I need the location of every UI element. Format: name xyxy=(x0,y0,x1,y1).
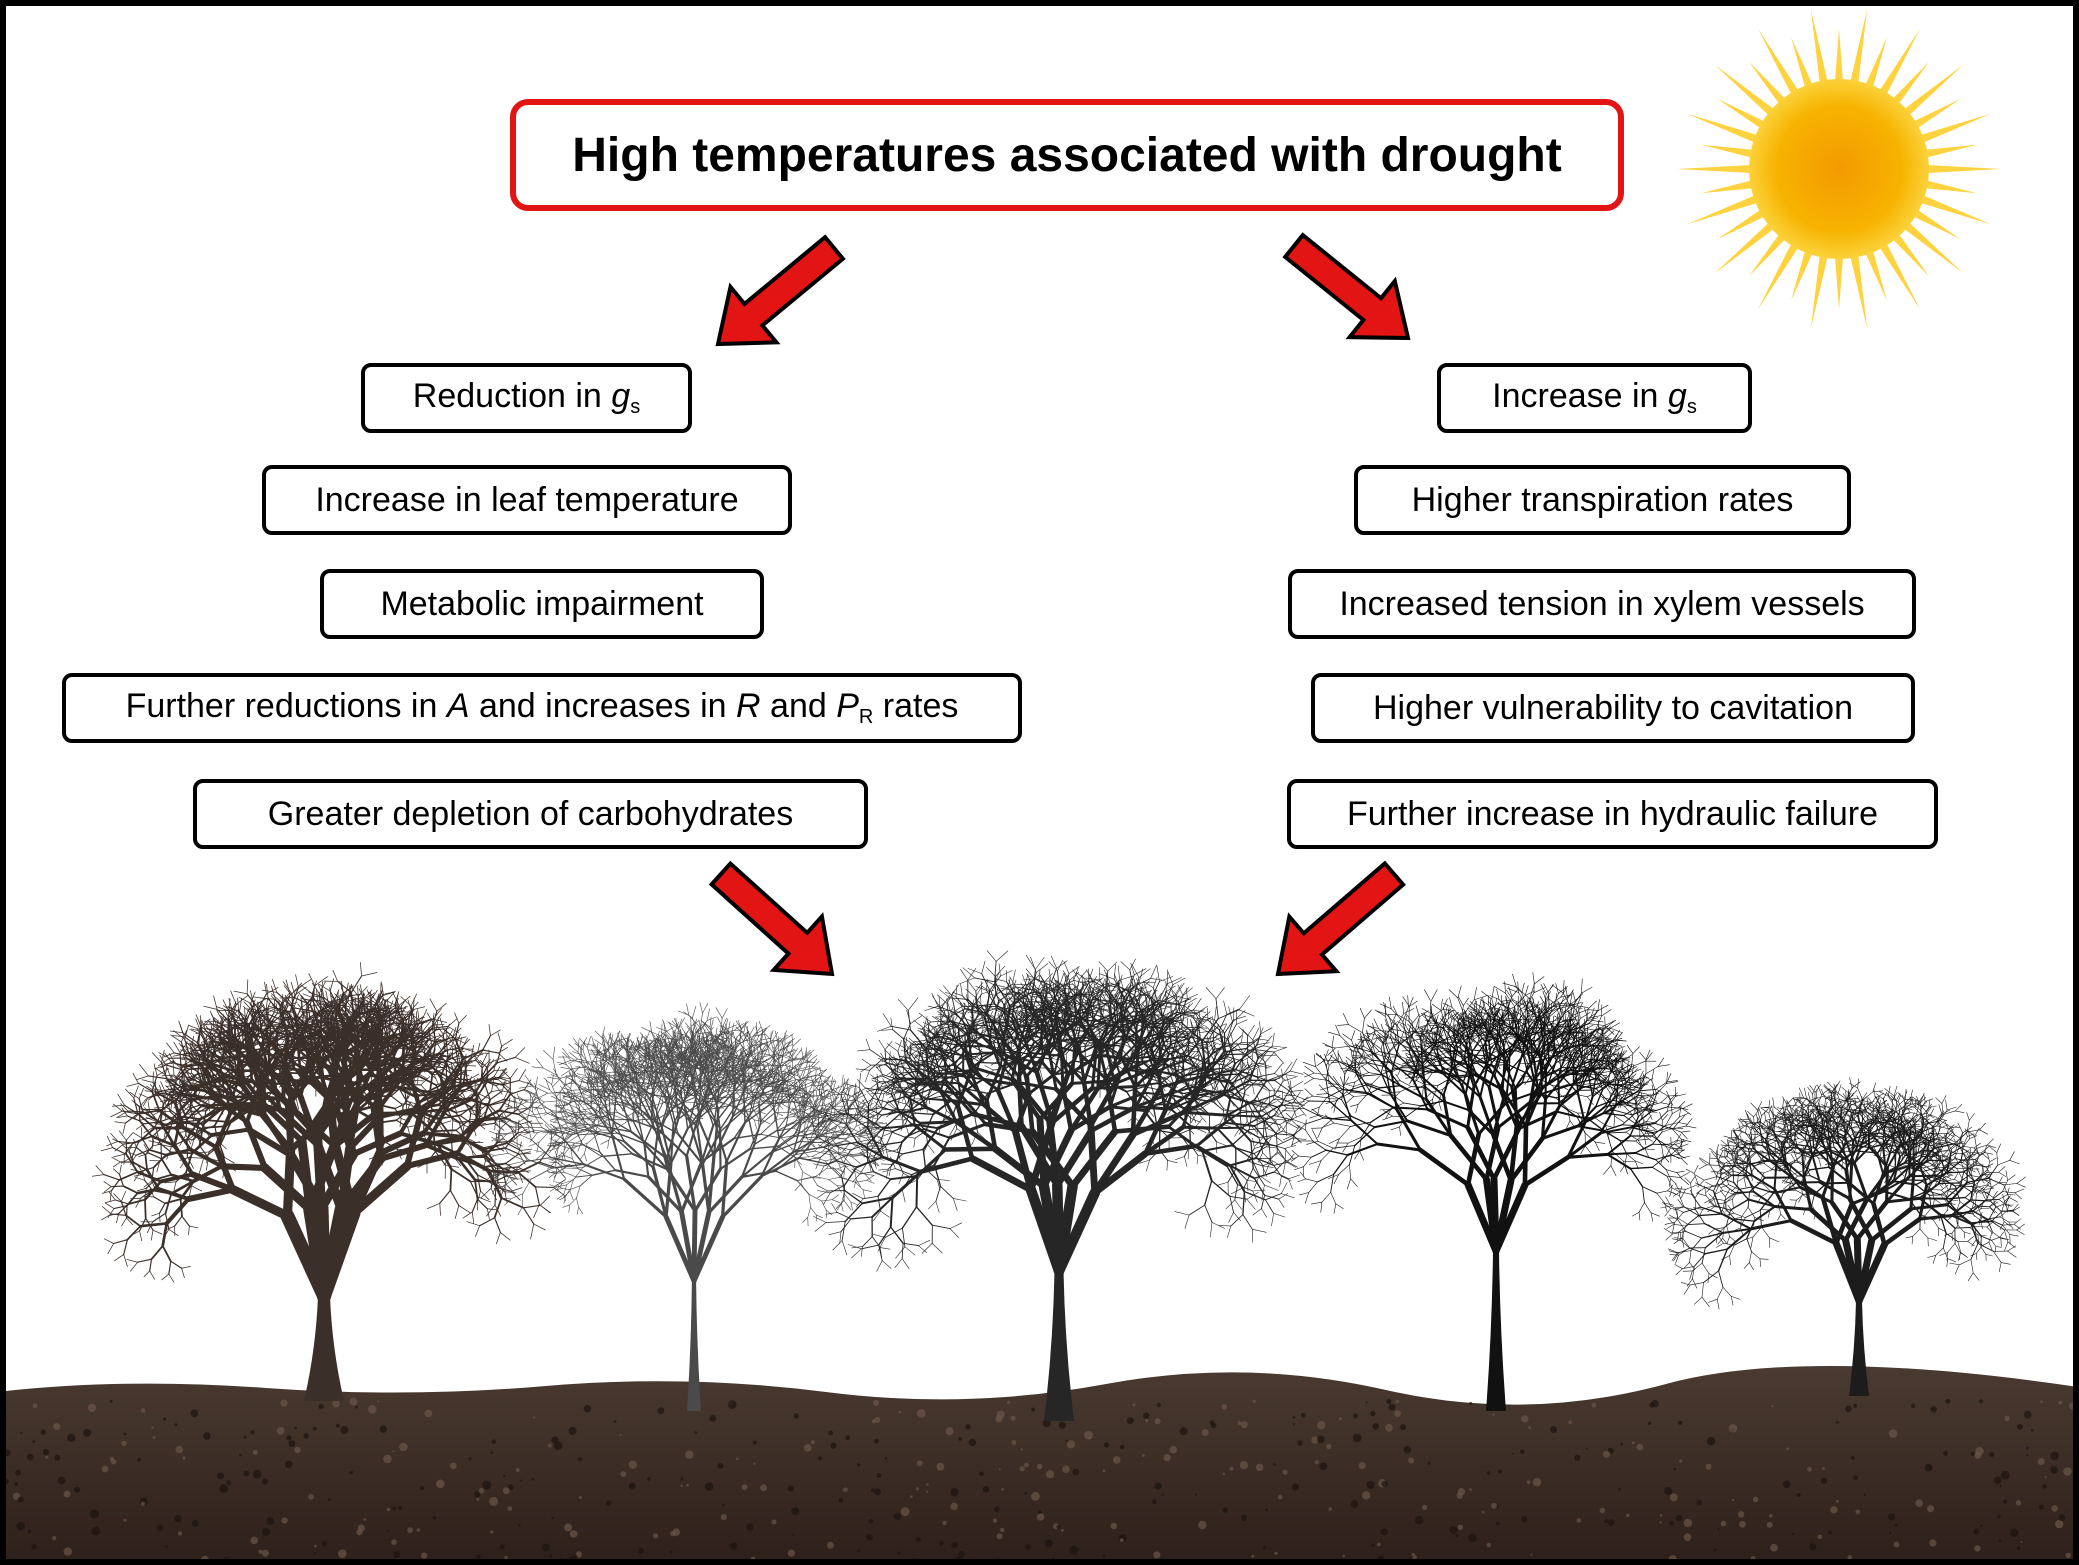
sun-ray xyxy=(1749,232,1787,277)
soil-ground xyxy=(6,1365,2073,1559)
arrow-down-left-top xyxy=(715,234,846,347)
sun-ray xyxy=(1810,9,1829,86)
sun-ray xyxy=(1902,64,1964,117)
sun-ray xyxy=(1758,241,1800,310)
sun-ray xyxy=(1902,221,1964,274)
tree-trunk xyxy=(1849,1301,1869,1396)
sun-ray xyxy=(1686,113,1760,144)
left-box-5: Greater depletion of carbohydrates xyxy=(193,779,868,849)
sun-ray xyxy=(1911,99,1961,130)
right-box-4: Higher vulnerability to cavitation xyxy=(1311,673,1915,743)
sun-ray xyxy=(1922,179,1977,194)
arrow-down-right-top xyxy=(1282,232,1411,341)
left-box-1-text: Reduction in gs xyxy=(412,377,641,418)
left-box-2-text: Increase in leaf temperature xyxy=(315,480,739,519)
sun-ray xyxy=(1924,164,2001,174)
left-box-1: Reduction in gs xyxy=(361,363,692,433)
arrow-down-left-bottom xyxy=(1275,860,1406,977)
sun-ray xyxy=(1834,29,1844,84)
left-box-3: Metabolic impairment xyxy=(320,569,764,639)
sun-ray xyxy=(1714,221,1776,274)
bare-tree-5 xyxy=(1660,1077,2026,1396)
sun-ray xyxy=(1864,37,1887,90)
sun-ray xyxy=(1918,113,1992,144)
right-box-1-text: Increase in gs xyxy=(1492,377,1697,418)
sun-ray xyxy=(1810,252,1829,329)
sun-ray xyxy=(1849,252,1868,329)
arrow-down-right-bottom xyxy=(708,860,835,977)
sun-ray xyxy=(1878,28,1920,97)
sun-ray xyxy=(1701,144,1756,159)
tree-trunk xyxy=(304,1296,344,1401)
soil-texture xyxy=(6,1397,2073,1559)
sun-ray xyxy=(1686,194,1760,225)
sun-ray xyxy=(1911,208,1961,239)
sun-ray xyxy=(1717,99,1767,130)
sun-ray xyxy=(1834,254,1844,309)
sun-ray xyxy=(1791,248,1814,301)
right-box-5: Further increase in hydraulic failure xyxy=(1287,779,1938,849)
sun-ray xyxy=(1864,248,1887,301)
sun-ray xyxy=(1878,241,1920,310)
sun-ray xyxy=(1701,179,1756,194)
title-text: High temperatures associated with drough… xyxy=(572,128,1562,182)
left-box-3-text: Metabolic impairment xyxy=(380,584,704,623)
right-box-3: Increased tension in xylem vessels xyxy=(1288,569,1916,639)
right-box-3-text: Increased tension in xylem vessels xyxy=(1339,584,1865,623)
sun-ray xyxy=(1891,232,1929,277)
right-box-5-text: Further increase in hydraulic failure xyxy=(1346,794,1879,833)
left-box-2: Increase in leaf temperature xyxy=(262,465,792,535)
right-box-1: Increase in gs xyxy=(1437,363,1752,433)
bare-tree-3 xyxy=(802,950,1308,1421)
tree-trunk xyxy=(1486,1251,1506,1411)
right-box-2: Higher transpiration rates xyxy=(1354,465,1851,535)
sun-ray xyxy=(1918,194,1992,225)
sun-icon xyxy=(1677,9,2001,329)
left-box-4-text: Further reductions in A and increases in… xyxy=(125,687,959,728)
sun-ray xyxy=(1891,61,1929,106)
right-box-4-text: Higher vulnerability to cavitation xyxy=(1372,688,1854,727)
sun-ray xyxy=(1849,9,1868,86)
title-box: High temperatures associated with drough… xyxy=(510,99,1624,211)
tree-trunk xyxy=(687,1281,701,1411)
arrows-layer xyxy=(708,232,1411,977)
bare-tree-1 xyxy=(92,962,571,1401)
tree-trunk xyxy=(1044,1271,1074,1421)
sun-ray xyxy=(1717,208,1767,239)
bare-tree-2 xyxy=(484,1001,887,1411)
right-box-2-text: Higher transpiration rates xyxy=(1411,480,1794,519)
sun-ray xyxy=(1758,28,1800,97)
sun-ray xyxy=(1714,64,1776,117)
landscape-layer xyxy=(6,950,2073,1559)
sun-core xyxy=(1749,79,1929,259)
sun-ray xyxy=(1677,164,1754,174)
bare-tree-4 xyxy=(1276,972,1697,1411)
sun-ray xyxy=(1922,144,1977,159)
sun-rays xyxy=(1677,9,2001,329)
sun-ray xyxy=(1791,37,1814,90)
sun-ray xyxy=(1749,61,1787,106)
left-box-4: Further reductions in A and increases in… xyxy=(62,673,1022,743)
left-box-5-text: Greater depletion of carbohydrates xyxy=(267,794,794,833)
